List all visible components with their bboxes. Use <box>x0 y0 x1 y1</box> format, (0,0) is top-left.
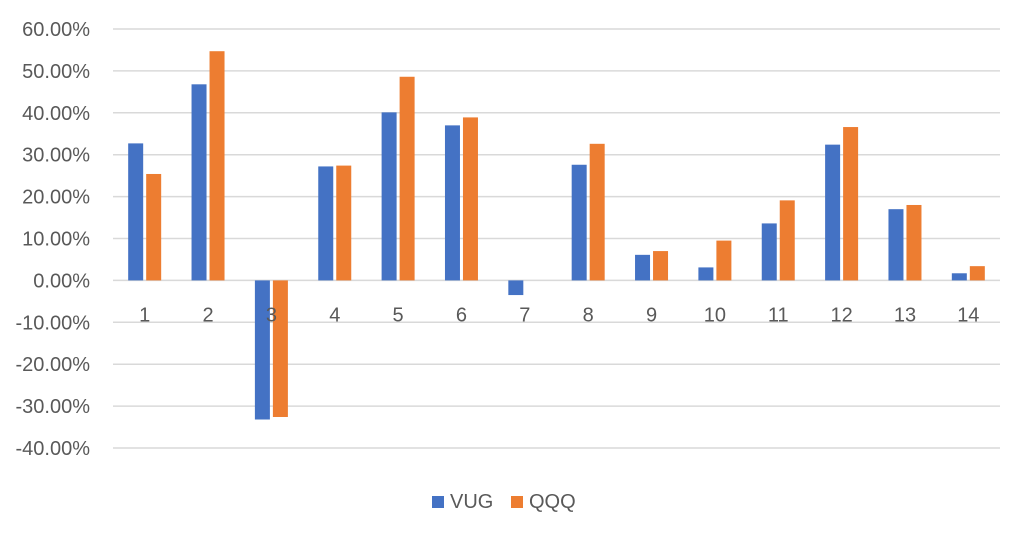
x-tick-label: 9 <box>646 304 657 326</box>
bar-qqq-9 <box>653 251 669 281</box>
bar-vug-12 <box>825 144 841 281</box>
x-tick-label: 10 <box>704 304 726 326</box>
y-tick-label: -20.00% <box>16 354 91 376</box>
bar-vug-10 <box>698 267 714 281</box>
y-tick-label: 40.00% <box>22 103 90 125</box>
legend-label-qqq: QQQ <box>529 491 576 513</box>
legend-label-vug: VUG <box>450 491 493 513</box>
y-tick-label: -40.00% <box>16 438 91 460</box>
bar-vug-9 <box>635 254 651 281</box>
x-axis-ticks: 1 2 3 4 5 6 7 8 9 10 11 12 13 14 <box>139 304 979 326</box>
x-tick-label: 11 <box>768 304 789 326</box>
x-tick-label: 12 <box>830 304 852 326</box>
legend-swatch-qqq <box>511 496 523 508</box>
gridlines <box>113 28 1000 449</box>
y-tick-label: 60.00% <box>22 19 90 41</box>
x-tick-label: 13 <box>894 304 916 326</box>
legend: VUG QQQ <box>432 491 576 513</box>
x-tick-label: 3 <box>266 304 277 326</box>
bars <box>128 51 985 420</box>
x-tick-label: 2 <box>202 304 213 326</box>
x-tick-label: 8 <box>583 304 594 326</box>
bar-qqq-4 <box>336 165 352 281</box>
y-tick-label: 50.00% <box>22 61 90 83</box>
y-tick-label: -10.00% <box>16 312 91 334</box>
x-tick-label: 1 <box>139 304 150 326</box>
bar-vug-11 <box>761 223 777 281</box>
y-tick-label: 20.00% <box>22 187 90 209</box>
bar-vug-3 <box>254 280 270 420</box>
bar-vug-7 <box>508 280 524 296</box>
bar-qqq-13 <box>906 204 922 281</box>
bar-qqq-3 <box>272 280 288 417</box>
bar-qqq-8 <box>589 143 605 281</box>
x-tick-label: 4 <box>329 304 340 326</box>
bar-vug-1 <box>128 143 144 281</box>
bar-vug-14 <box>951 273 967 281</box>
x-tick-label: 7 <box>519 304 530 326</box>
bar-qqq-2 <box>209 51 225 281</box>
bar-qqq-12 <box>843 127 859 281</box>
x-tick-label: 14 <box>957 304 979 326</box>
bar-qqq-1 <box>146 173 162 281</box>
y-axis-ticks: 60.00% 50.00% 40.00% 30.00% 20.00% 10.00% 0.00… <box>16 19 91 460</box>
y-tick-label: 10.00% <box>22 229 90 251</box>
y-tick-label: 0.00% <box>33 270 90 292</box>
x-tick-label: 6 <box>456 304 467 326</box>
bar-vug-8 <box>571 164 587 281</box>
y-tick-label: -30.00% <box>16 396 91 418</box>
legend-swatch-vug <box>432 496 444 508</box>
y-tick-label: 30.00% <box>22 145 90 167</box>
bar-qqq-6 <box>462 117 478 281</box>
bar-vug-6 <box>444 125 460 281</box>
bar-vug-2 <box>191 84 207 281</box>
bar-qqq-5 <box>399 76 415 281</box>
bar-qqq-14 <box>969 266 985 281</box>
bar-qqq-10 <box>716 240 732 281</box>
bar-vug-4 <box>318 166 334 281</box>
bar-vug-5 <box>381 112 397 281</box>
x-tick-label: 5 <box>393 304 404 326</box>
bar-qqq-11 <box>779 200 795 281</box>
bar-vug-13 <box>888 209 904 281</box>
